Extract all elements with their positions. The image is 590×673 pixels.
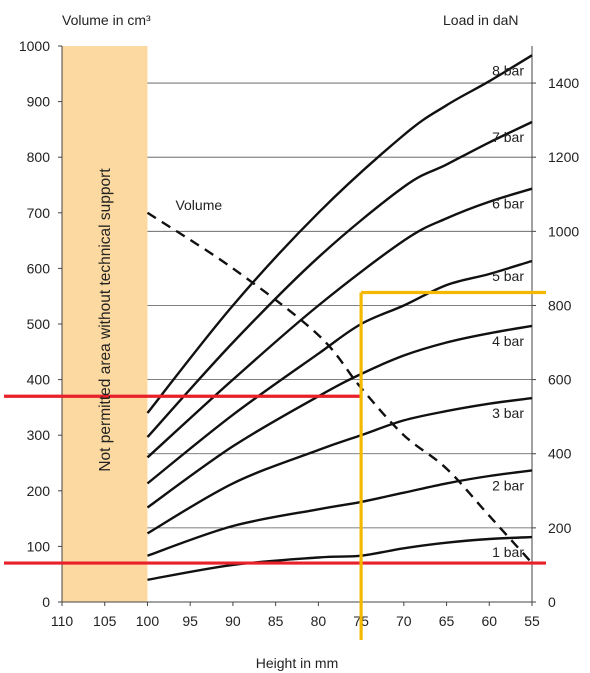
- right-tick-label: 800: [548, 297, 572, 313]
- right-tick-label: 0: [548, 594, 556, 610]
- restricted-area: [62, 46, 148, 602]
- series-line-2-bar: [147, 469, 533, 557]
- x-tick-label: 95: [182, 613, 198, 629]
- series-label-6-bar: 6 bar: [492, 196, 524, 212]
- series-label-1-bar: 1 bar: [492, 544, 524, 560]
- left-axis-label: Volume in cm³: [62, 12, 151, 28]
- series-line-4-bar: [146, 324, 533, 509]
- series-line-6-bar: [146, 187, 533, 459]
- x-tick-label: 100: [136, 613, 160, 629]
- series-label-7-bar: 7 bar: [492, 129, 524, 145]
- series-line-3-bar: [146, 396, 533, 535]
- left-tick-label: 400: [27, 372, 51, 388]
- left-tick-label: 100: [27, 538, 51, 554]
- right-tick-label: 1200: [548, 149, 579, 165]
- series-label-3-bar: 3 bar: [492, 405, 524, 421]
- series-label-4-bar: 4 bar: [492, 333, 524, 349]
- left-tick-label: 300: [27, 427, 51, 443]
- left-tick-label: 200: [27, 483, 51, 499]
- left-tick-label: 700: [27, 205, 51, 221]
- x-tick-label: 55: [524, 613, 540, 629]
- left-tick-label: 0: [42, 594, 50, 610]
- x-tick-label: 110: [51, 613, 74, 629]
- x-tick-label: 90: [225, 613, 241, 629]
- restricted-area-label: Not permitted area without technical sup…: [97, 168, 114, 472]
- series-line-8-bar: [146, 54, 533, 414]
- right-tick-label: 200: [548, 520, 572, 536]
- gridlines: [147, 82, 532, 529]
- left-tick-label: 800: [27, 149, 51, 165]
- left-tick-label: 1000: [19, 38, 50, 54]
- left-tick-label: 500: [27, 316, 51, 332]
- series-line-7-bar: [146, 120, 533, 438]
- right-tick-label: 600: [548, 372, 572, 388]
- series-labels: 8 bar 7 bar 6 bar 5 bar 4 bar 3 bar 2 bar 1 bar…: [175, 62, 524, 560]
- series-label-2-bar: 2 bar: [492, 477, 524, 493]
- x-tick-label: 70: [396, 613, 412, 629]
- series-label-volume: Volume: [175, 197, 222, 213]
- x-tick-label: 85: [268, 613, 284, 629]
- x-tick-label: 105: [93, 613, 117, 629]
- right-tick-label: 400: [548, 446, 572, 462]
- x-axis-label: Height in mm: [256, 655, 338, 671]
- left-tick-label: 900: [27, 94, 51, 110]
- right-tick-label: 1400: [548, 75, 579, 91]
- left-tick-label: 600: [27, 260, 51, 276]
- x-tick-label: 80: [311, 613, 327, 629]
- x-tick-label: 65: [439, 613, 455, 629]
- series-label-8-bar: 8 bar: [492, 62, 524, 78]
- x-tick-label: 60: [481, 613, 497, 629]
- series-line-1-bar: [147, 535, 533, 581]
- tick-labels: 0 100 200 300 400 500 600 700 800 900 1000 0 200 400 6…: [19, 38, 580, 629]
- guide-lines: [4, 290, 546, 640]
- right-axis-label: Load in daN: [443, 12, 519, 28]
- series-line-5-bar: [146, 259, 533, 485]
- series-label-5-bar: 5 bar: [492, 268, 524, 284]
- right-tick-label: 1000: [548, 223, 579, 239]
- series-lines: [146, 54, 533, 581]
- series-line-volume: [146, 211, 533, 564]
